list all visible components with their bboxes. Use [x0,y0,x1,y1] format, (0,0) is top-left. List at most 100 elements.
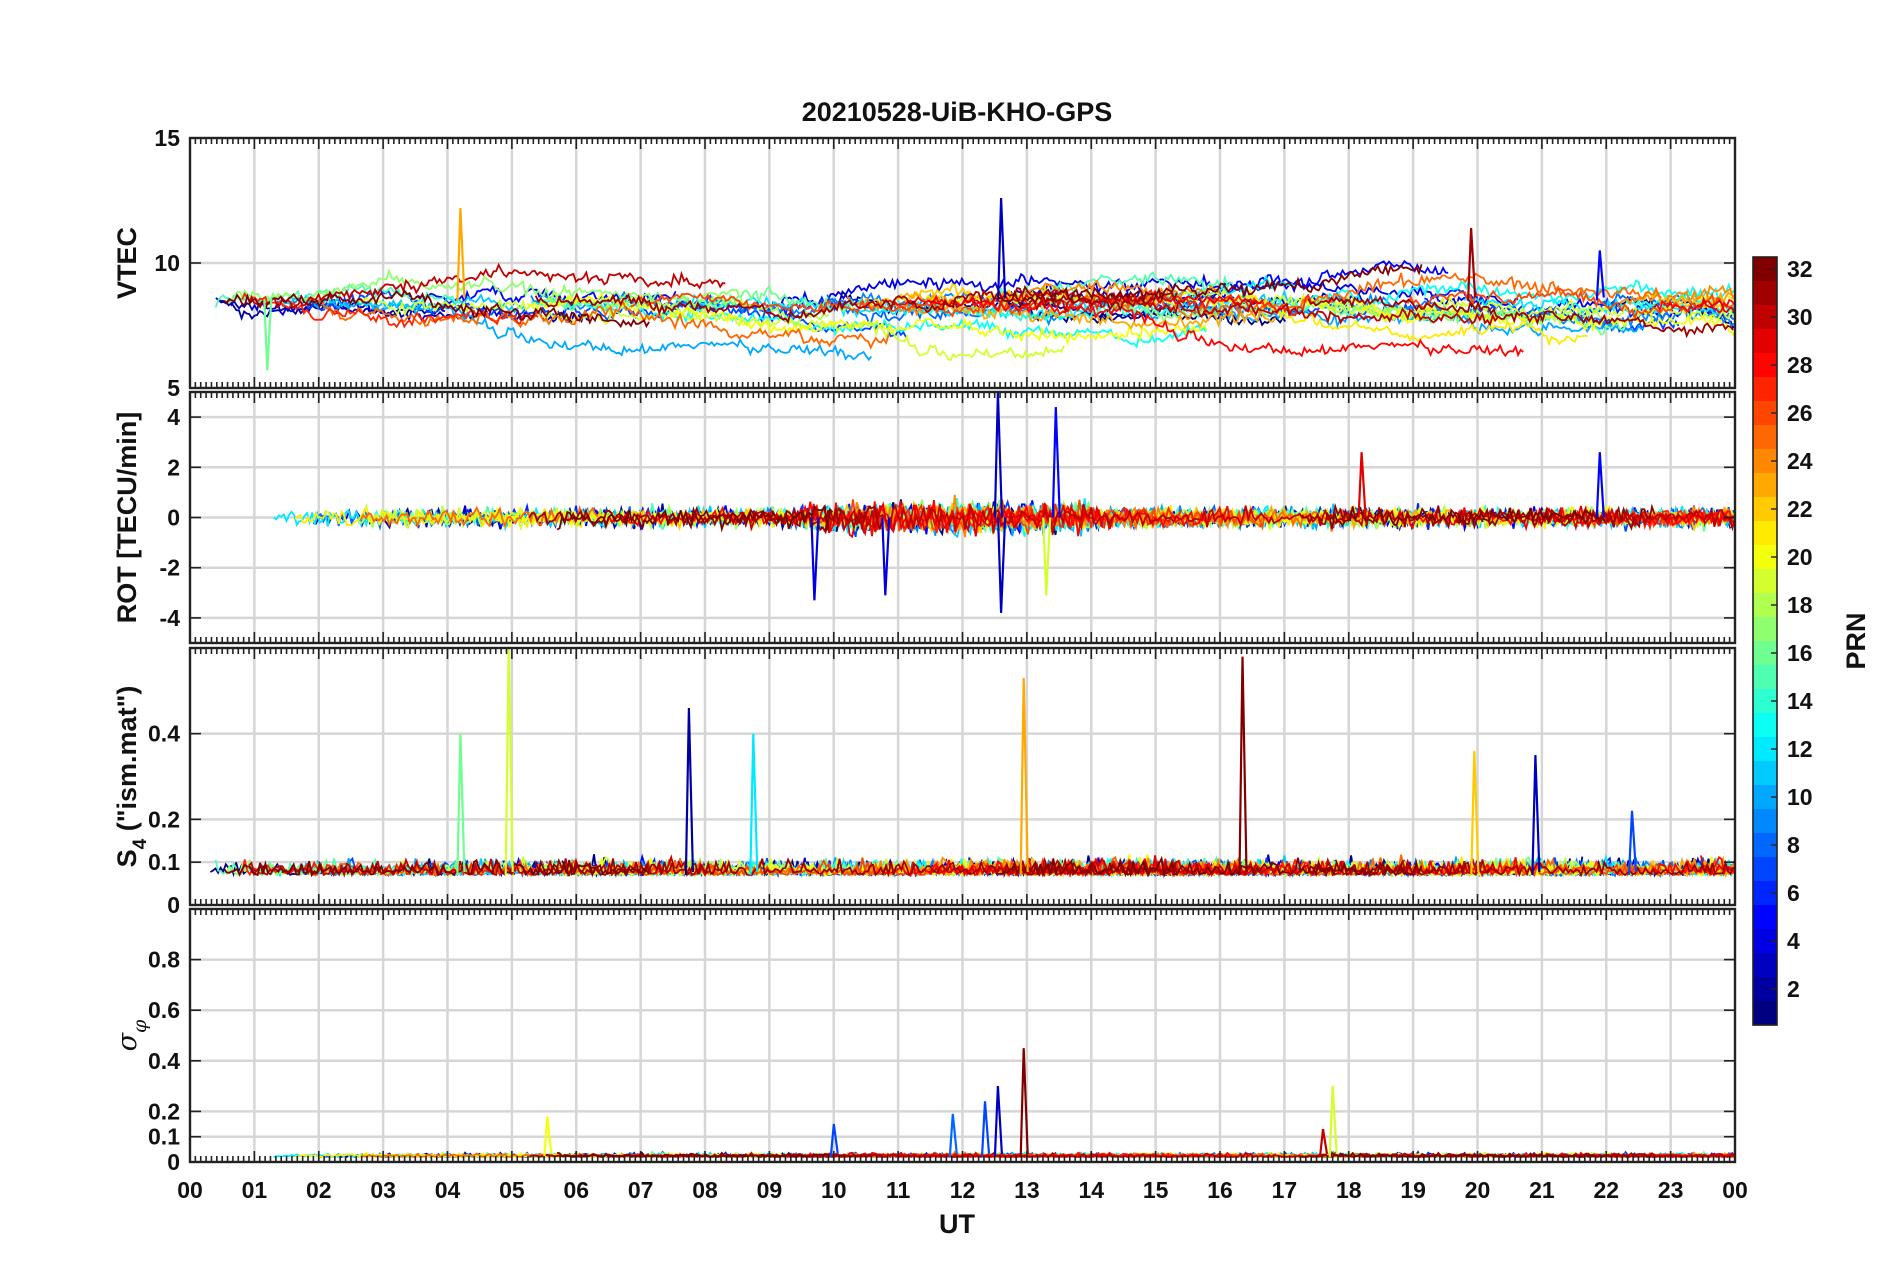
spike-1 [1238,656,1248,876]
y-tick-label: 0.2 [148,1098,180,1124]
x-tick-label: 01 [242,1177,268,1203]
colorbar-tick-label: 4 [1787,928,1800,954]
colorbar-tick-label: 6 [1787,880,1800,906]
x-tick-label: 23 [1658,1177,1684,1203]
series-prn-30 [1453,504,1735,532]
series-prn-32 [996,263,1423,307]
series-prn-24 [846,279,1222,318]
series-prn-28 [1654,298,1735,314]
x-tick-label: 12 [950,1177,976,1203]
colorbar-swatch [1753,281,1777,306]
spike-0 [504,648,514,876]
colorbar-swatch [1753,425,1777,450]
y-axis-label: VTEC [112,227,142,299]
spike-6 [829,1123,839,1157]
spike-3 [1595,250,1605,301]
colorbar-swatch [1753,377,1777,402]
spike-2 [1051,407,1061,518]
spike-3 [684,707,694,876]
x-tick-label: 11 [886,1177,911,1203]
series-prn-26 [630,292,1039,318]
colorbar-tick-label: 32 [1787,256,1813,282]
series-group [209,648,1735,879]
y-axis-label: S4 ("ism.mat") [112,686,151,868]
series-prn-21 [925,288,1588,347]
x-tick-label: 22 [1593,1177,1619,1203]
x-tick-label: 18 [1336,1177,1362,1203]
spike-7 [1531,755,1541,876]
series-prn-5 [1187,259,1449,304]
x-tick-label: 04 [435,1177,461,1203]
spike-8 [1627,810,1638,876]
series-prn-10 [291,294,873,362]
y-tick-label: 4 [167,404,180,430]
y-tick-label: 0.8 [148,947,180,973]
x-tick-label: 19 [1400,1177,1426,1203]
spike-5 [543,1116,553,1157]
spike-4 [881,517,891,596]
colorbar-tick-label: 12 [1787,736,1813,762]
series-prn-20 [526,292,1208,346]
colorbar-swatch [1753,473,1777,498]
x-tick-label: 08 [692,1177,718,1203]
x-axis-label: UT [939,1209,975,1239]
y-tick-label: 15 [154,125,180,151]
colorbar-swatch [1753,521,1777,546]
axes-frame [188,907,1737,1164]
chart-title: 20210528-UiB-KHO-GPS [802,97,1113,127]
spike-7 [1595,452,1605,518]
x-tick-label: 03 [370,1177,396,1203]
grid [190,909,1735,1162]
spike-3 [810,517,820,601]
series-prn-32 [223,289,650,329]
colorbar-swatch [1753,329,1777,354]
colorbar-swatch [1753,713,1777,738]
colorbar-swatch [1753,905,1777,930]
spike-4 [948,1113,958,1157]
y-tick-label: 0.2 [148,806,180,832]
x-tick-label: 15 [1143,1177,1169,1203]
colorbar-swatch [1753,617,1777,642]
y-tick-label: 0.1 [148,849,180,875]
y-tick-label: 0.4 [148,721,180,747]
series-prn-32 [1328,506,1606,529]
colorbar-tick-label: 2 [1787,976,1800,1002]
spike-2 [1019,677,1029,876]
y-tick-label: 0 [167,1149,180,1175]
y-axis-label: ROT [TECU/min] [112,412,142,623]
x-tick-label: 14 [1078,1177,1104,1203]
y-tick-label: 2 [167,454,180,480]
x-tick-labels: 00 01 02 03 04 05 06 07 08 09 10 11 12 13 14 15 16 17 18 19… [177,1177,1748,1203]
y-axis-label: σφ [112,1019,151,1051]
series-prn-24 [1619,284,1734,306]
x-tick-label: 05 [499,1177,525,1203]
series-prn-32 [223,858,650,878]
colorbar-tick-label: 18 [1787,592,1813,618]
y-tick-label: -4 [160,605,181,631]
series-prn-22 [864,282,1105,310]
colorbar-tick-label: 30 [1787,304,1813,330]
spike-0 [1019,1048,1029,1157]
spike-1 [997,517,1007,613]
colorbar-frame [1752,256,1778,1026]
x-tick-label: 13 [1014,1177,1040,1203]
colorbar-swatch [1753,665,1777,690]
spike-1 [997,197,1007,301]
panel-rot: -4 -2 0 2 4 ROT [TECU/min] [112,390,1737,645]
colorbar-tick-label: 8 [1787,832,1800,858]
series-prn-19 [355,296,1065,362]
colorbar-tick-label: 14 [1787,688,1813,714]
series-prn-25 [305,296,890,350]
spike-1 [993,1086,1003,1157]
series-prn-32 [1328,1151,1606,1158]
x-tick-label: 16 [1207,1177,1233,1203]
spike-2 [1467,227,1477,301]
series-prn-26 [1402,857,1734,878]
spike-4 [749,733,759,876]
spike-5 [456,733,466,876]
spike-0 [993,392,1003,518]
panel-sigma-phi: 00.10.2 0.4 0.6 0.8 σφ [112,907,1737,1175]
colorbar-tick-label: 20 [1787,544,1813,570]
